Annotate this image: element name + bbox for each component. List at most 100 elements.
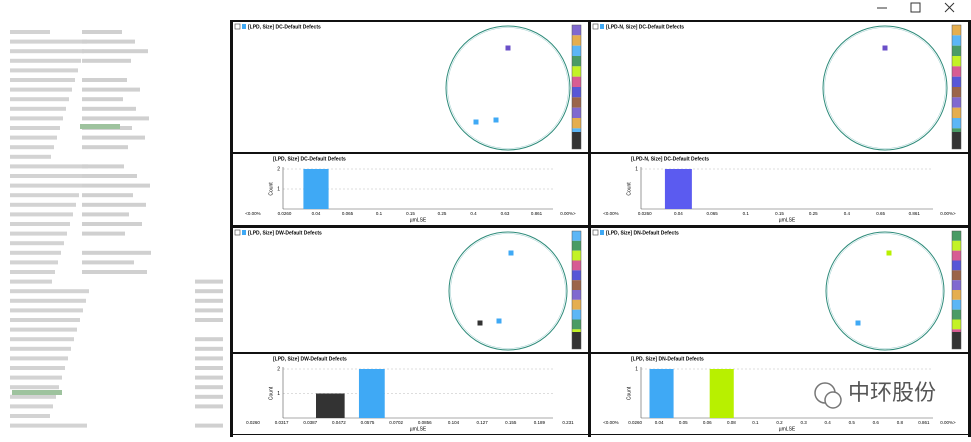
x-tick-label: 0.861: [531, 211, 543, 216]
color-scale: [952, 107, 961, 118]
blurred-row: [10, 154, 51, 159]
x-tick-label: 0.3: [800, 420, 807, 425]
color-scale-frame: [951, 230, 962, 350]
highlight: [80, 124, 120, 129]
color-scale: [572, 56, 581, 67]
blurred-row: [10, 318, 80, 322]
color-scale-low: [952, 132, 961, 149]
wafer-edge: [824, 27, 946, 149]
x-tick-label: 0.5: [849, 420, 856, 425]
bar: [303, 169, 329, 209]
highlight: [12, 390, 62, 395]
map-title: [LPD, Size] DW-Default Defects: [248, 230, 322, 236]
x-tick-label: 0.00%>: [560, 211, 576, 216]
blurred-row: [10, 414, 50, 418]
x-tick-label: 0.8: [897, 420, 904, 425]
y-tick-label: 2: [277, 166, 280, 172]
blurred-row: [10, 423, 87, 428]
color-scale: [952, 66, 961, 77]
map-panel: [591, 22, 968, 152]
x-tick-label: 0.15: [775, 211, 784, 216]
color-scale: [572, 290, 581, 300]
blurred-value: [195, 337, 223, 342]
map-icon: [592, 229, 599, 236]
blurred-value: [82, 231, 125, 236]
blurred-row: [10, 97, 69, 102]
defect: [505, 45, 511, 51]
color-scale: [572, 260, 581, 271]
blurred-value: [82, 87, 140, 92]
color-scale: [952, 87, 961, 98]
y-tick-label: 1: [635, 166, 638, 172]
color-scale: [572, 107, 581, 118]
blurred-value: [82, 183, 150, 188]
defect: [493, 117, 499, 123]
x-tick-label: 0.065: [706, 211, 718, 216]
blurred-row: [10, 356, 68, 361]
wafer: [445, 25, 571, 151]
blurred-value: [195, 356, 223, 361]
blurred-row: [10, 30, 50, 34]
y-tick-label: 1: [277, 186, 280, 192]
blurred-row: [10, 337, 74, 342]
x-tick-label: 0.0387: [303, 420, 317, 425]
blurred-value: [195, 394, 223, 399]
blurred-row: [10, 385, 59, 390]
bar: [649, 369, 674, 418]
color-scale: [572, 45, 581, 56]
x-tick-label: 0.4: [470, 211, 477, 216]
x-tick-label: 0.1: [752, 420, 759, 425]
color-scale-low: [952, 332, 961, 349]
blurred-value: [195, 279, 223, 284]
histogram-title: [LPD-N, Size] DC-Default Defects: [631, 156, 709, 162]
map-panel: [233, 228, 588, 352]
x-tick-label: 0.861: [909, 211, 921, 216]
blurred-row: [10, 106, 66, 111]
y-axis-label: Count: [268, 386, 274, 400]
blurred-row: [10, 58, 81, 63]
blurred-row: [10, 404, 53, 409]
x-axis-label: µmLSE: [779, 426, 796, 432]
map-icon: [242, 230, 246, 235]
x-tick-label: <0.00%: [603, 211, 618, 216]
color-scale: [572, 35, 581, 46]
defect: [855, 320, 861, 326]
blurred-row: [10, 183, 82, 188]
wafer-edge: [827, 233, 943, 349]
color-scale: [952, 231, 961, 241]
y-axis-label: Count: [626, 386, 632, 400]
blurred-row: [10, 193, 79, 198]
map-icon: [592, 23, 599, 30]
histogram-title: [LPD, Size] DC-Default Defects: [273, 156, 346, 162]
blurred-value: [195, 308, 223, 313]
blurred-value: [82, 202, 146, 207]
x-tick-label: 0.63: [501, 211, 510, 216]
color-scale-frame: [571, 24, 582, 150]
color-scale: [952, 290, 961, 300]
close-button[interactable]: [944, 2, 955, 13]
map-title: [LPD-N, Size] DC-Default Defects: [606, 24, 684, 30]
blurred-value: [195, 385, 223, 390]
x-tick-label: 0.04: [312, 211, 321, 216]
x-tick-label: 0.065: [342, 211, 354, 216]
x-tick-label: 0.08: [727, 420, 736, 425]
color-scale: [952, 319, 961, 330]
x-tick-label: 0.0702: [389, 420, 403, 425]
blurred-row: [10, 174, 85, 178]
blurred-value: [195, 404, 223, 409]
defect: [886, 250, 892, 256]
map-icon: [600, 24, 604, 29]
y-tick-label: 1: [277, 391, 280, 397]
color-scale: [572, 25, 581, 36]
wafer-edge: [447, 27, 569, 149]
bar: [358, 369, 385, 418]
defect: [496, 318, 502, 324]
blurred-value: [82, 145, 128, 150]
color-scale: [572, 250, 581, 261]
maximize-button[interactable]: [910, 2, 921, 13]
color-scale: [572, 118, 581, 129]
blurred-row: [10, 212, 73, 217]
histogram-panel: [591, 154, 968, 225]
